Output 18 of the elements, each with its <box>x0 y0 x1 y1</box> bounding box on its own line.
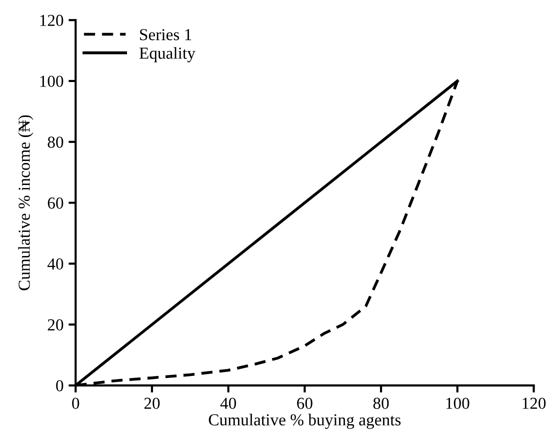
y-tick-label: 0 <box>56 380 64 392</box>
y-tick-label: 40 <box>47 258 64 270</box>
x-tick-label: 0 <box>72 398 80 409</box>
x-tick-label: 40 <box>220 398 236 409</box>
legend-label: Series 1 <box>140 29 192 40</box>
y-tick-label: 80 <box>48 136 64 148</box>
x-tick-label: 100 <box>446 398 470 409</box>
x-tick-label: 80 <box>373 398 389 409</box>
x-tick-label: 60 <box>297 398 312 409</box>
y-axis-title: Cumulative % income (₦) <box>18 115 34 290</box>
y-tick-label: 100 <box>40 76 64 87</box>
x-tick-label: 20 <box>144 398 160 409</box>
x-axis-title: Cumulative % buying agents <box>208 414 401 429</box>
x-tick-label: 120 <box>522 398 546 409</box>
y-tick-label: 20 <box>48 319 64 330</box>
legend-label: Equality <box>139 47 196 62</box>
y-tick-label: 60 <box>48 197 64 209</box>
y-tick-label: 120 <box>40 14 64 26</box>
